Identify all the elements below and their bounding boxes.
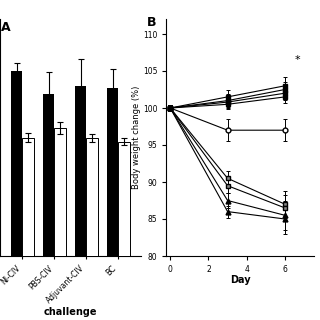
Bar (118, 141, 130, 256)
Bar (22, 138, 34, 256)
Text: *: * (294, 55, 300, 65)
Bar (107, 88, 118, 256)
Text: A: A (1, 21, 10, 34)
X-axis label: challenge: challenge (44, 307, 97, 317)
Bar (86, 138, 98, 256)
Bar (11, 70, 22, 256)
Bar (43, 94, 54, 256)
Y-axis label: Body weight change (%): Body weight change (%) (132, 86, 141, 189)
Bar (75, 86, 86, 256)
Bar (54, 128, 66, 256)
X-axis label: Day: Day (230, 276, 250, 285)
Text: B: B (147, 15, 157, 28)
